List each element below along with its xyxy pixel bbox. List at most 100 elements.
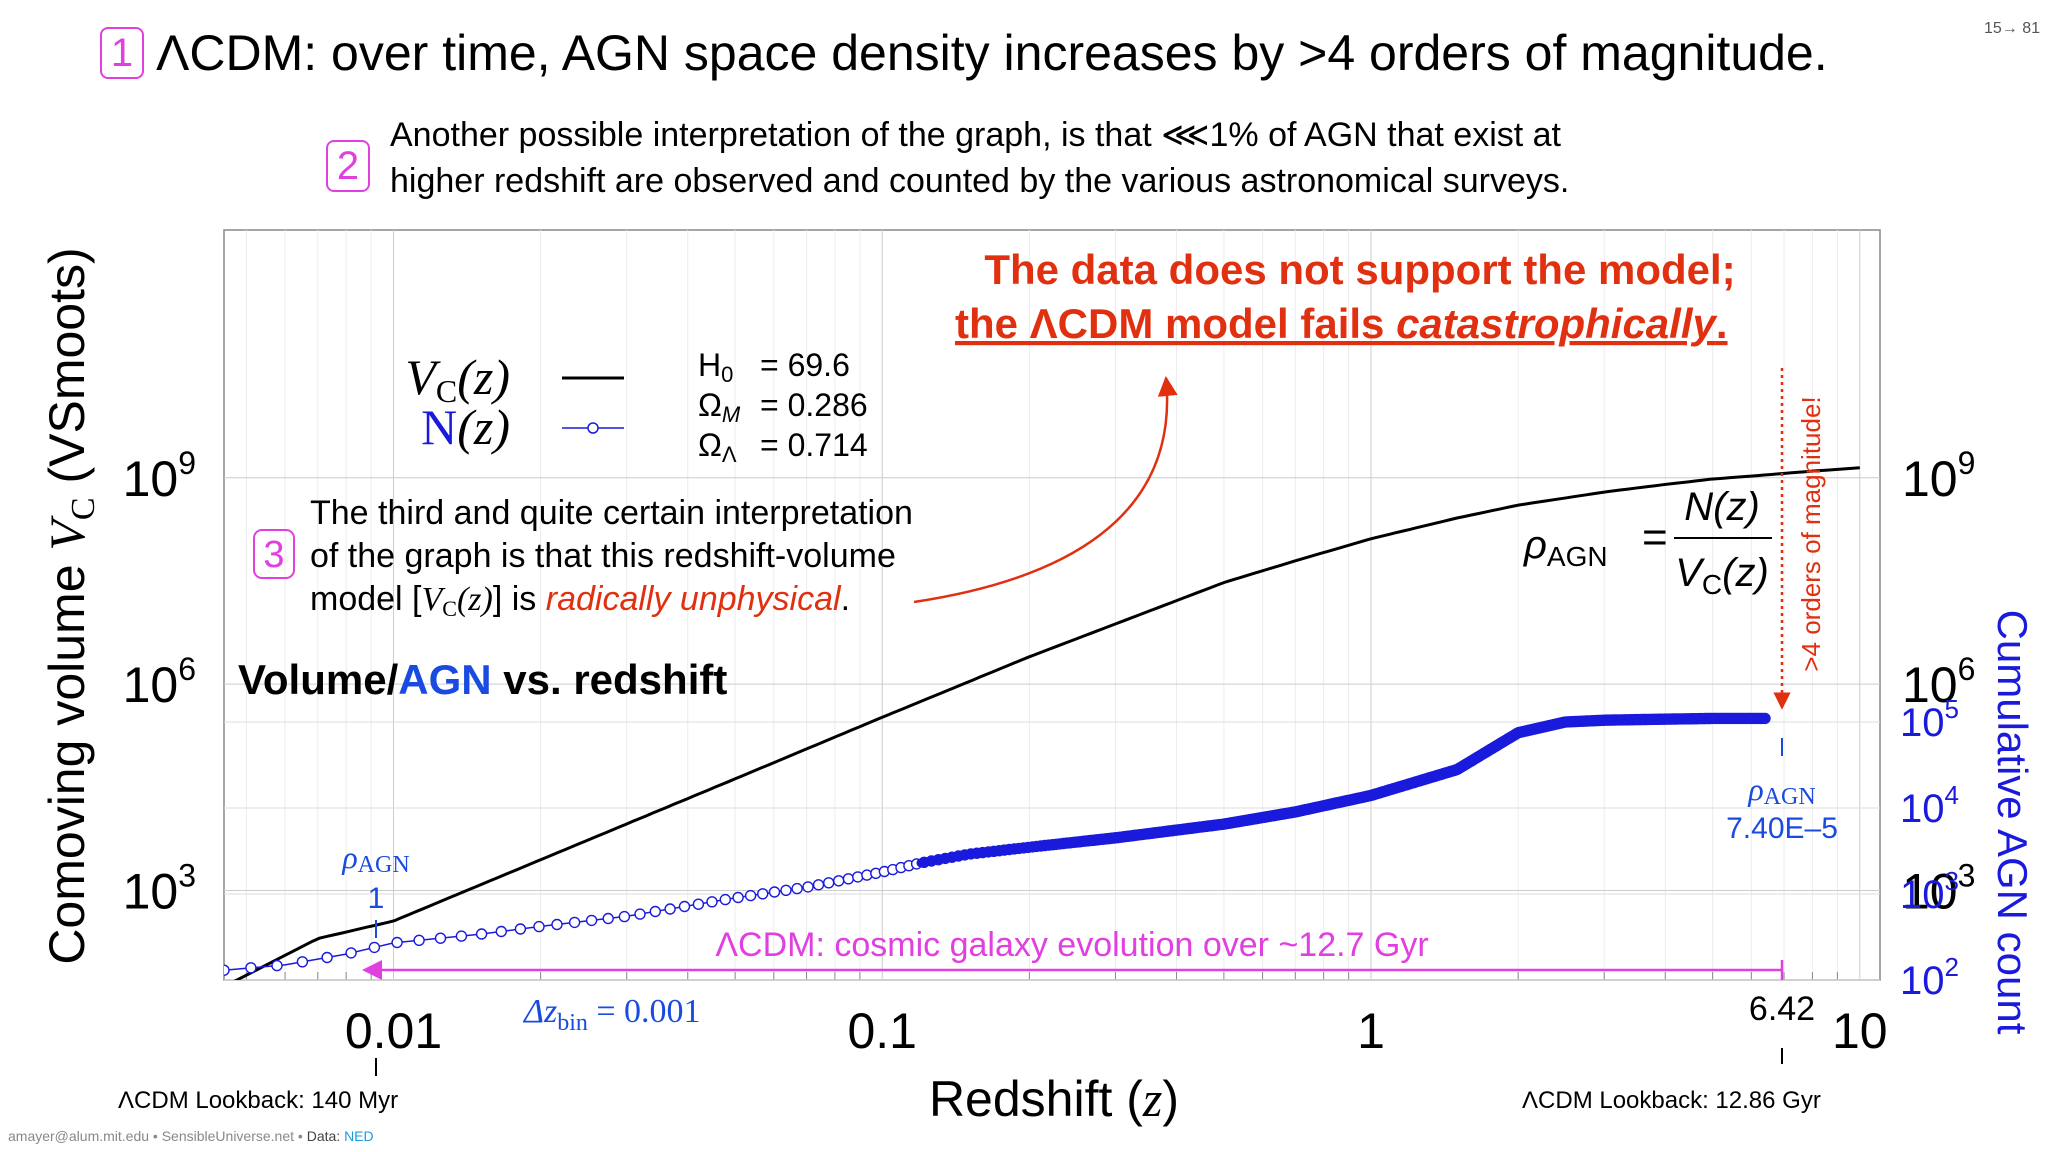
rho-eq-denominator: VC(z) [1675,551,1769,600]
evolution-label: ΛCDM: cosmic galaxy evolution over ~12.7… [715,926,1428,964]
interpretation-3: 3 The third and quite certain interpreta… [253,494,913,621]
y-right-tick-label: 104 [1900,780,1959,831]
y-left-tick-label: 103 [123,858,196,920]
legend: VC(z) N(z) [405,349,624,455]
rho-low-value: 1 [368,882,385,915]
footer-contact: amayer@alum.mit.edu • SensibleUniverse.n… [8,1128,307,1144]
y-left-label: Comoving volume VC (VSmoots) [39,247,102,964]
series-n-point [455,930,468,942]
series-n-point [434,932,447,944]
series-n-point [842,873,855,885]
y-left-tick-label-mirror: 103 [1902,858,1975,920]
series-n-point [321,951,333,964]
footer-data-label: Data: [306,1128,345,1144]
series-n-point [768,886,781,898]
series-n-point [224,964,230,976]
series-n-point [678,900,691,913]
series-n-point [533,920,545,933]
interp3-line1: The third and quite certain interpretati… [310,494,913,532]
z-marker-label: 6.42 [1749,990,1815,1028]
series-n-point [568,916,581,929]
interpretation-2: 2 Another possible interpretation of the… [326,112,1569,204]
orders-label: >4 orders of magnitude! [1796,396,1826,671]
series-n-point [618,910,631,923]
series-n-point [852,871,864,883]
param-omega-m: ΩM = 0.286 [698,387,868,427]
series-n-point [551,918,563,931]
rho-high-value: 7.40E–5 [1726,812,1838,845]
series-n-point [602,912,614,925]
lookback-high: ΛCDM Lookback: 12.86 Gyr [1522,1087,1821,1114]
series-n-point [585,914,598,927]
param-omega-lambda: ΩΛ = 0.714 [698,427,868,467]
x-tick-label: 1 [1357,1003,1385,1059]
interp3-number-badge: 3 [263,534,284,576]
rho-eq-equals: = [1642,513,1668,562]
series-n-point [780,884,792,896]
rho-low-label: ρAGN [341,839,409,878]
series-n-point [706,896,718,908]
y-left-tick-label: 109 [123,445,196,507]
series-n-point [802,881,814,893]
rho-eq-numerator: N(z) [1684,485,1760,529]
title-number-badge: 1 [100,27,144,79]
series-n-point [634,908,646,920]
series-n-point [744,889,757,902]
y-right-tick-label: 103 [1900,866,1959,917]
callout-line1: The data does not support the model; [984,246,1735,293]
y-left-tick-label-mirror: 109 [1902,445,1975,507]
interp2-line2: higher redshift are observed and counted… [390,162,1570,200]
x-tick-label: 0.01 [345,1003,442,1059]
y-left-tick-label: 106 [123,651,196,713]
slide-title: 1 ΛCDM: over time, AGN space density incr… [100,24,1828,82]
series-n-point [368,941,381,954]
series-vc-line [233,466,1860,980]
series-n-point [245,962,257,974]
series-n-point [664,903,676,915]
callout-arrow [913,376,1178,604]
interp3-badge-box [253,529,295,579]
series-n-point [692,898,705,910]
chart-title: Volume/AGN vs. redshift [238,656,727,703]
series-n-point [757,888,769,900]
rho-equation: ρAGN = N(z) VC(z) [1523,485,1772,600]
page-number: 15→ 81 [1983,20,2040,37]
series-n-point [823,877,835,889]
interp2-number-badge: 2 [326,140,370,192]
footer: amayer@alum.mit.edu • SensibleUniverse.n… [8,1128,374,1144]
callout-line2: the ΛCDM model fails catastrophically. [955,300,1728,347]
callout: The data does not support the model; the… [913,246,1736,604]
rho-agn-low: ρAGN 1 [341,839,410,938]
dz-bin-label: Δzbin = 0.001 [522,993,701,1036]
legend-n-label: N(z) [421,399,510,455]
grid [224,230,1880,981]
series-n-point [514,923,527,935]
y-right-tick-label: 102 [1900,952,1959,1003]
series-n-point [649,905,661,918]
series-n-point [345,947,357,959]
legend-n-marker [587,422,599,434]
series-n-point [475,928,488,940]
lookback-low: ΛCDM Lookback: 140 Myr [118,1087,398,1114]
series-n-point [812,879,825,891]
x-tick-label: 0.1 [847,1003,917,1059]
interp2-line1: Another possible interpretation of the g… [390,116,1562,154]
footer-data-source[interactable]: NED [344,1128,374,1144]
series-n-dense-band [916,713,1771,868]
title-text: ΛCDM: over time, AGN space density incre… [156,25,1828,81]
series-n-point [495,925,507,938]
rho-agn-high: ρAGN 7.40E–5 [1726,738,1838,845]
cosmology-params: H0 = 69.6 ΩM = 0.286 ΩΛ = 0.714 [698,347,868,467]
series-n-point [719,893,731,906]
y-right-tick-label: 105 [1900,694,1959,745]
y-right-label: Cumulative AGN count [1989,610,2036,1035]
x-label: Redshift (z) [929,1071,1179,1127]
param-h0: H0 = 69.6 [698,347,850,387]
legend-vc-label: VC(z) [405,349,510,409]
x-tick-label: 10 [1832,1003,1888,1059]
interp3-line2: of the graph is that this redshift-volum… [310,537,896,575]
y-left-tick-label-mirror: 106 [1902,651,1975,713]
rho-high-label: ρAGN [1747,771,1815,810]
series-n-point [413,934,425,946]
